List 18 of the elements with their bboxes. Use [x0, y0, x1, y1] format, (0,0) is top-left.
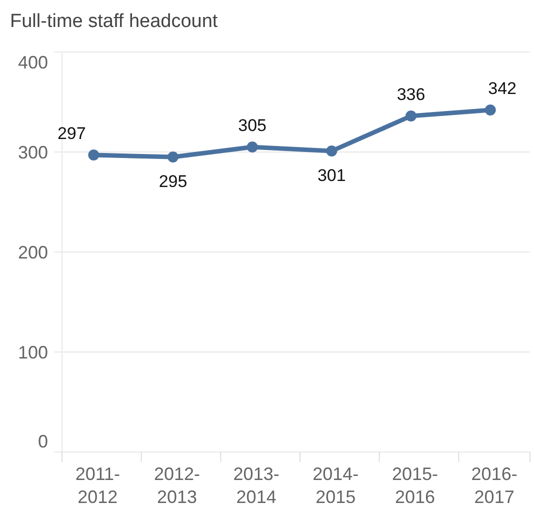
x-tick-label: 2016-2017 [471, 464, 518, 507]
data-label: 297 [57, 124, 86, 143]
y-tick-label: 400 [18, 52, 48, 72]
x-tick-label: 2012-2013 [154, 464, 200, 507]
data-label: 295 [158, 172, 188, 191]
y-tick-label: 300 [18, 142, 48, 162]
y-tick-label: 0 [38, 431, 48, 452]
y-tick-label: 100 [18, 342, 48, 362]
data-label: 342 [488, 79, 517, 98]
data-label: 305 [238, 116, 267, 135]
x-tick-label: 2013-2014 [233, 464, 280, 507]
y-tick-label: 200 [18, 242, 48, 262]
x-tick-label: 2014-2015 [312, 464, 359, 507]
data-label: 336 [396, 85, 426, 104]
x-tick-label: 2011-2012 [75, 464, 120, 507]
chart-title: Full-time staff headcount [10, 11, 218, 32]
x-tick-label: 2015-2016 [392, 464, 438, 507]
data-label: 301 [317, 166, 346, 185]
